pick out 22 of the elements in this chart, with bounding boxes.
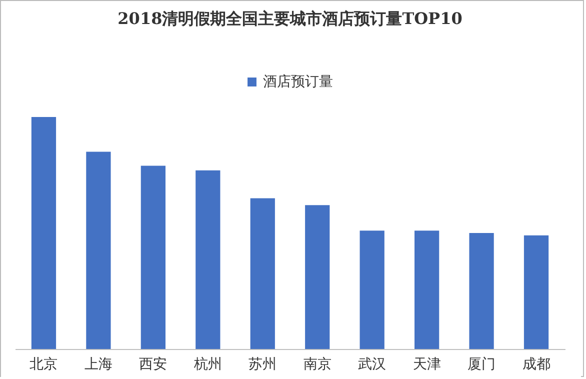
x-tick-label: 上海 [84, 356, 112, 372]
bar [86, 152, 111, 349]
x-tick-label: 南京 [303, 356, 332, 372]
bar [305, 205, 330, 349]
x-tick-label: 西安 [139, 356, 168, 372]
x-tick-label: 天津 [412, 356, 441, 372]
bar [31, 117, 56, 349]
bar [469, 233, 494, 349]
x-tick-label: 苏州 [248, 356, 277, 372]
bar [140, 166, 166, 349]
legend-label: 酒店预订量 [263, 74, 333, 90]
x-tick-label: 武汉 [358, 356, 386, 372]
bar [250, 198, 275, 349]
x-tick-label: 厦门 [468, 356, 496, 372]
bar [524, 235, 549, 349]
bar [196, 170, 220, 349]
x-tick-label: 成都 [522, 356, 550, 372]
chart-title: 2018清明假期全国主要城市酒店预订量TOP10 [118, 9, 462, 28]
bar [414, 230, 440, 349]
bar [360, 230, 384, 349]
x-tick-label: 杭州 [192, 356, 222, 372]
x-tick-label: 北京 [30, 356, 58, 372]
